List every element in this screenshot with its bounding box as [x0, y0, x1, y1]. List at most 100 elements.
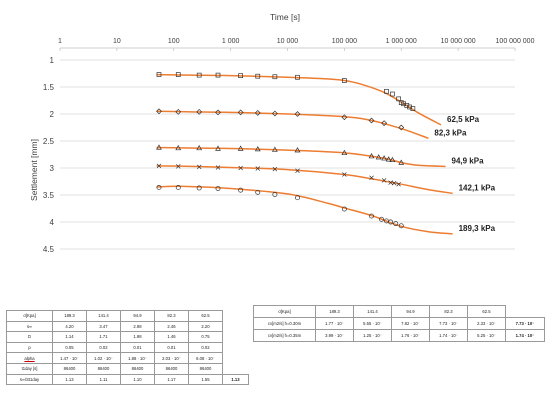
- table-cell: 1.74 · 10⁻: [429, 329, 468, 342]
- table-cell: σ[Kpa]: [253, 305, 316, 318]
- data-point: [341, 149, 348, 156]
- table-row: cv[m2/s] h=0.30m 1.77 · 10⁻ 5.55 · 10⁻ 7.82…: [253, 317, 545, 330]
- data-point: [381, 155, 388, 161]
- table-cell: 2.33 · 10⁻: [467, 317, 506, 330]
- data-point: [238, 73, 243, 79]
- table-cell-empty: [223, 311, 249, 322]
- table-cell: 0.75: [188, 331, 223, 343]
- table-cell: 2.98: [120, 320, 155, 333]
- data-point: [215, 165, 221, 170]
- data-point: [156, 184, 162, 190]
- table-cell-empty: [223, 353, 249, 364]
- table-cell: 189.3: [315, 305, 354, 318]
- data-point: [271, 110, 278, 117]
- table-cell: 86400: [188, 362, 223, 375]
- table-cell: 1.25 · 10⁻: [353, 329, 392, 342]
- table-cell: 62.5: [188, 310, 223, 322]
- data-point: [294, 111, 301, 117]
- x-tick-label: 10 000 000: [441, 38, 476, 45]
- table-cell-empty: [506, 306, 545, 318]
- data-point: [398, 124, 405, 131]
- series-diamond: 82,3 kPa: [156, 108, 467, 140]
- table-cell: 94.9: [120, 310, 155, 322]
- data-point: [254, 145, 261, 152]
- table-cell: 7.73 · 10⁻: [429, 317, 468, 330]
- table-cell: 1.74 · 10⁻: [505, 329, 545, 342]
- data-point: [176, 164, 181, 169]
- series-label: 82,3 kPa: [434, 128, 467, 137]
- data-point: [368, 117, 375, 124]
- data-point: [237, 145, 244, 151]
- data-point: [196, 108, 203, 115]
- data-point: [389, 156, 396, 163]
- data-point: [272, 74, 278, 80]
- y-tick-label: 1: [50, 56, 55, 65]
- data-point: [295, 195, 300, 201]
- x-tick-label: 100 000 000: [496, 38, 535, 45]
- y-tick-label: 4: [50, 218, 55, 227]
- table-row: s∞ 4.20 3.47 2.98 2.46 2.20: [6, 320, 249, 333]
- series-cross: 142,1 kPa: [156, 163, 496, 195]
- data-point: [393, 221, 399, 227]
- table-row: t1day [s] 86400 86400 86400 86400 86400: [6, 362, 249, 375]
- table-cell: 1.88 · 10⁻: [120, 352, 155, 364]
- table-cell: 141.4: [353, 305, 392, 318]
- data-point: [175, 144, 182, 151]
- data-point: [175, 72, 181, 77]
- data-point: [175, 184, 181, 190]
- table-cell: 6.08 · 10⁻: [188, 352, 223, 364]
- data-point: [391, 180, 397, 186]
- consolidation-coefficient-table: σ[Kpa] 189.3 141.4 94.9 82.3 62.5 cv[m2/s] h=0…: [253, 305, 545, 342]
- data-point: [385, 156, 392, 162]
- table-cell: 62.5: [467, 305, 506, 318]
- data-point: [272, 192, 278, 197]
- table-cell: 86400: [120, 362, 155, 375]
- table-row: cv[m2/s] h=0.35m 3.99 · 10⁻ 1.25 · 10⁻ 1.76…: [253, 329, 545, 342]
- series-label: 94,9 kPa: [452, 156, 485, 165]
- table-cell: σ[Kpa]: [6, 310, 53, 322]
- table-cell: 5.55 · 10⁻: [353, 317, 392, 330]
- table-cell: 0.02: [188, 341, 223, 354]
- series: 62,5 kPa 82,3 kPa 94,9 kPa 142,1 kPa 189,3 k…: [156, 72, 496, 235]
- data-point: [390, 91, 395, 97]
- table-cell: 1.11: [86, 373, 121, 386]
- x-axis-title: Time [s]: [270, 12, 300, 22]
- table-cell: 141.4: [86, 310, 121, 322]
- data-point: [384, 88, 389, 94]
- series-label: 62,5 kPa: [447, 115, 480, 124]
- data-point: [410, 106, 416, 111]
- y-tick-label: 3.5: [43, 191, 55, 200]
- data-point: [272, 166, 278, 172]
- table-row: s∞/St1day 1.13 1.11 1.10 1.17 1.55 1.13: [6, 373, 249, 386]
- data-point: [238, 165, 243, 171]
- data-point: [215, 186, 221, 191]
- y-axis-title: Settlement [mm]: [29, 139, 39, 201]
- table-cell-empty: [223, 321, 249, 332]
- table-cell: 2.20: [188, 320, 223, 333]
- series-line: [156, 146, 446, 168]
- x-tick-label: 1: [58, 38, 62, 45]
- y-tick-label: 4.5: [43, 245, 55, 254]
- table-cell-empty: [223, 342, 249, 353]
- table-cell: 1.17: [154, 373, 189, 386]
- data-point: [295, 168, 300, 173]
- table-cell: 1.13: [52, 373, 87, 386]
- series-line: [156, 185, 453, 235]
- data-point: [156, 163, 162, 169]
- table-cell: t1day [s]: [6, 362, 53, 375]
- data-point: [196, 72, 202, 78]
- table-cell: cv[m2/s] h=0.35m: [253, 329, 316, 342]
- y-tick-label: 2.5: [43, 137, 55, 146]
- table-cell: 2.46: [154, 320, 189, 333]
- table-row: D 1.14 1.71 1.98 1.46 0.75: [6, 331, 249, 343]
- data-point: [396, 96, 401, 102]
- data-point: [407, 104, 412, 110]
- table-cell: 86400: [52, 362, 87, 375]
- x-tick-label: 1 000: [222, 38, 240, 45]
- x-tick-labels: 1 10 100 1 000 10 000 100 000 1 000 000 10 000 …: [58, 38, 535, 45]
- x-tick-label: 100: [168, 38, 180, 45]
- data-point: [294, 147, 301, 153]
- data-point: [404, 103, 410, 108]
- data-point: [398, 100, 404, 106]
- table-cell: p: [6, 341, 53, 354]
